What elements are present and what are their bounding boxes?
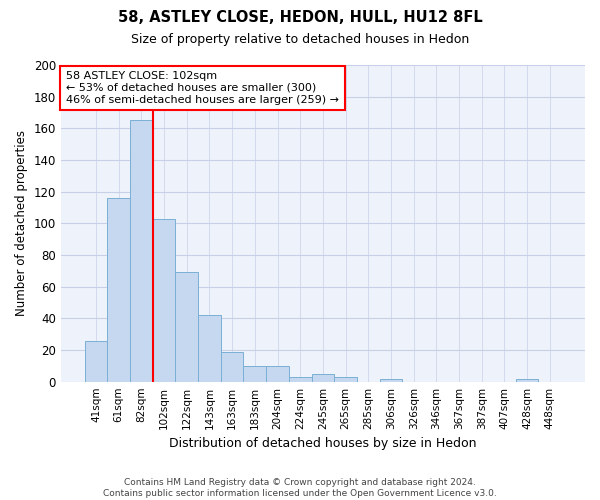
- Bar: [266, 366, 289, 382]
- Bar: [175, 272, 198, 382]
- Bar: [244, 366, 266, 382]
- Bar: [221, 352, 244, 382]
- Bar: [289, 377, 311, 382]
- Bar: [152, 218, 175, 382]
- Text: 58, ASTLEY CLOSE, HEDON, HULL, HU12 8FL: 58, ASTLEY CLOSE, HEDON, HULL, HU12 8FL: [118, 10, 482, 25]
- Text: 58 ASTLEY CLOSE: 102sqm
← 53% of detached houses are smaller (300)
46% of semi-d: 58 ASTLEY CLOSE: 102sqm ← 53% of detache…: [66, 72, 339, 104]
- Text: Size of property relative to detached houses in Hedon: Size of property relative to detached ho…: [131, 32, 469, 46]
- Bar: [311, 374, 334, 382]
- Bar: [130, 120, 152, 382]
- Bar: [198, 315, 221, 382]
- X-axis label: Distribution of detached houses by size in Hedon: Distribution of detached houses by size …: [169, 437, 476, 450]
- Bar: [516, 378, 538, 382]
- Bar: [334, 377, 357, 382]
- Y-axis label: Number of detached properties: Number of detached properties: [15, 130, 28, 316]
- Bar: [107, 198, 130, 382]
- Text: Contains HM Land Registry data © Crown copyright and database right 2024.
Contai: Contains HM Land Registry data © Crown c…: [103, 478, 497, 498]
- Bar: [380, 378, 403, 382]
- Bar: [85, 340, 107, 382]
